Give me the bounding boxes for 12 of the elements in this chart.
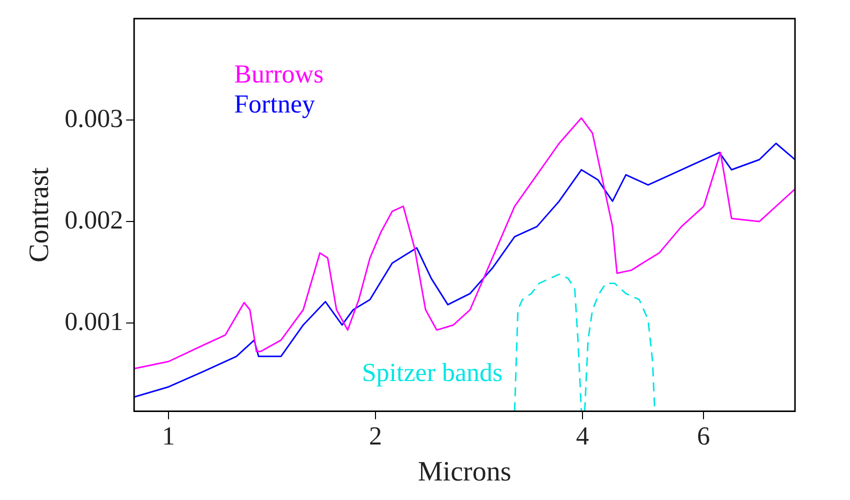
x-axis-title: Microns: [418, 456, 512, 488]
y-tick-label: 0.002: [64, 205, 124, 234]
x-tick-label: 1: [162, 422, 176, 451]
x-tick-label: 4: [576, 422, 589, 451]
text: Burrows: [234, 60, 324, 89]
y-tick-label: 0.001: [64, 306, 124, 336]
y-axis-title: Contrast: [24, 167, 56, 262]
y-tick-label: 0.003: [64, 104, 124, 133]
text: Fortney: [234, 90, 315, 119]
x-tick-label: 2: [369, 422, 382, 451]
x-tick-label: 6: [697, 422, 710, 451]
annotation: Spitzer bands: [362, 358, 503, 388]
